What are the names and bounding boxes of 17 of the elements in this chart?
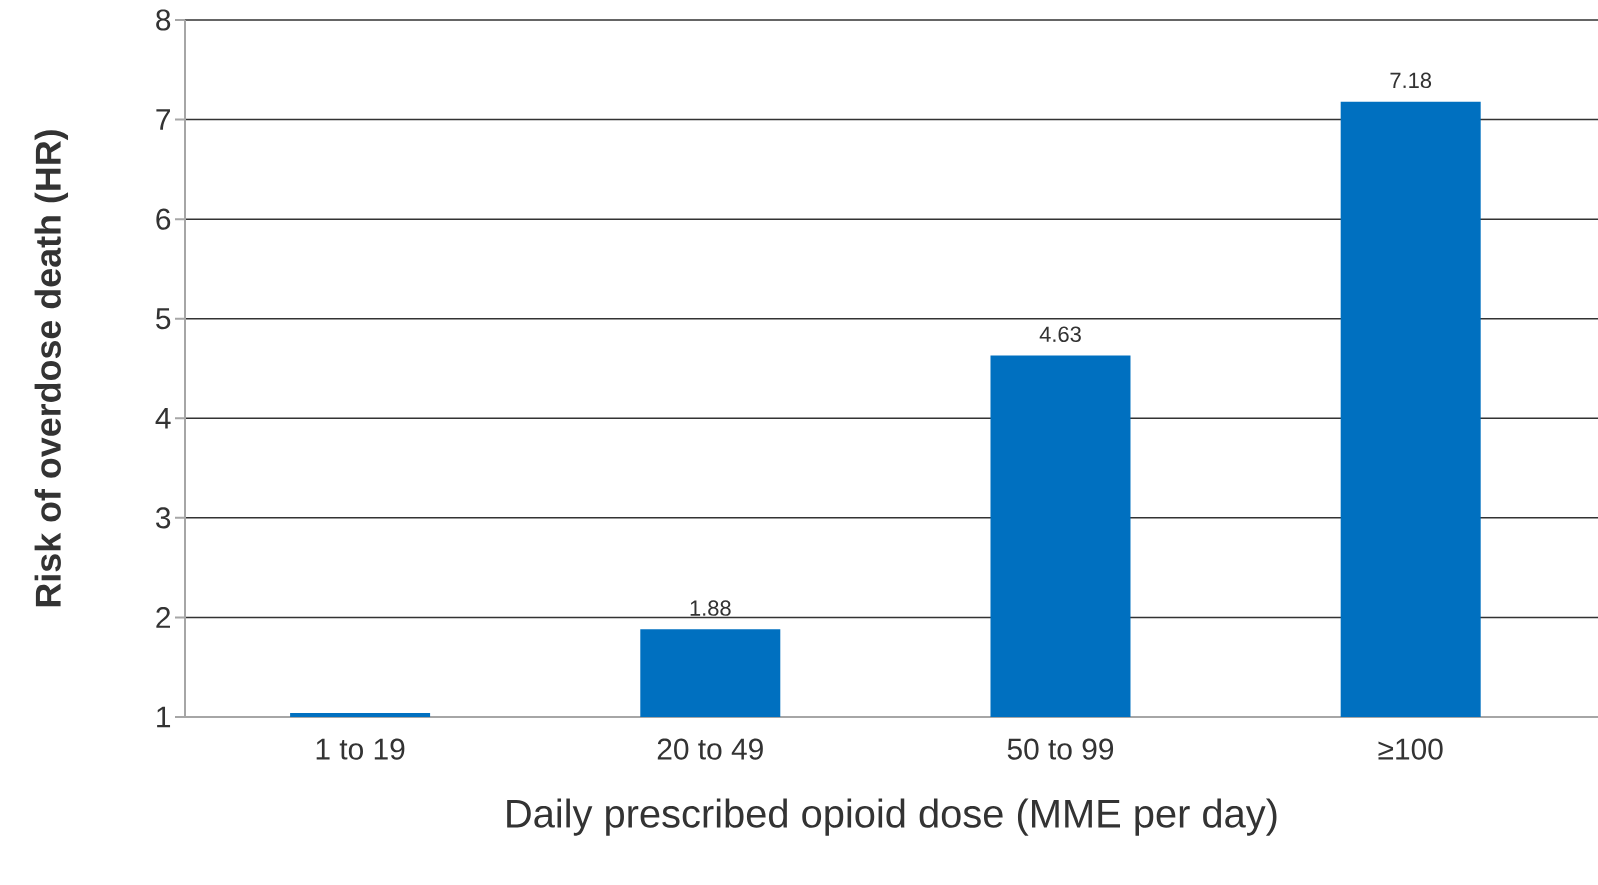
x-tick-label: 1 to 19 [316, 738, 405, 760]
x-tick-label: ≥100 [1378, 738, 1443, 760]
y-tick-label: 6 [156, 208, 171, 230]
y-tick-label: 4 [155, 408, 171, 429]
x-tick-label: 50 to 99 [1007, 738, 1114, 760]
y-tick-label: 3 [156, 507, 171, 529]
y-tick-label: 5 [156, 308, 171, 330]
y-axis-title: Risk of overdose death (HR) [34, 130, 69, 607]
x-tick-label: 20 to 49 [657, 738, 763, 760]
y-tick-label: 2 [156, 606, 170, 628]
data-label: 7.18 [1390, 72, 1432, 89]
x-axis-title: Daily prescribed opioid dose (MME per day) [507, 798, 1277, 836]
y-tick-label: 8 [156, 9, 171, 31]
data-label: 1.88 [690, 600, 731, 616]
y-tick-label: 7 [156, 109, 170, 130]
y-tick-label: 1 [157, 706, 171, 728]
data-label: 4.63 [1039, 326, 1081, 343]
